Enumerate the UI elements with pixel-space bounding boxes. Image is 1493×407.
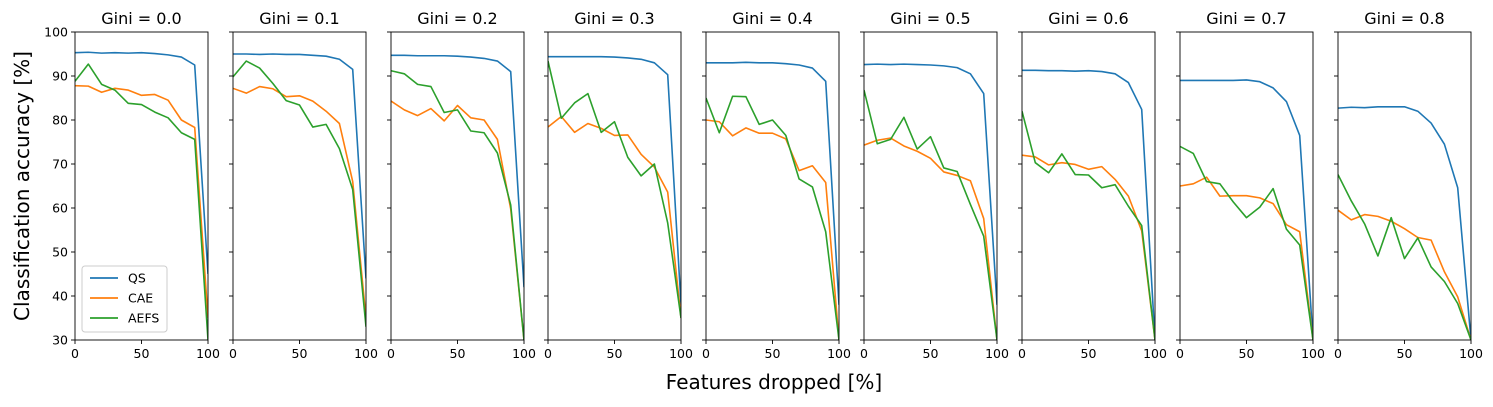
y-tick-label: 80 bbox=[52, 113, 68, 128]
series-line-aefs bbox=[548, 60, 681, 319]
x-axis-label: Features dropped [%] bbox=[666, 370, 882, 394]
x-tick-label: 100 bbox=[1301, 346, 1325, 361]
series-line-cae bbox=[1338, 209, 1471, 340]
x-tick-label: 0 bbox=[71, 346, 79, 361]
x-tick-label: 50 bbox=[765, 346, 781, 361]
series-line-aefs bbox=[391, 69, 524, 340]
subplot-title: Gini = 0.2 bbox=[417, 9, 497, 28]
series-line-aefs bbox=[1338, 174, 1471, 340]
x-tick-label: 100 bbox=[669, 346, 693, 361]
x-tick-label: 0 bbox=[229, 346, 237, 361]
x-tick-label: 50 bbox=[1239, 346, 1255, 361]
x-tick-label: 100 bbox=[196, 346, 220, 361]
series-line-cae bbox=[548, 115, 681, 319]
subplot-title: Gini = 0.4 bbox=[732, 9, 812, 28]
y-tick-label: 90 bbox=[52, 69, 68, 84]
x-tick-label: 100 bbox=[1143, 346, 1167, 361]
x-tick-label: 0 bbox=[544, 346, 552, 361]
subplot-title: Gini = 0.3 bbox=[574, 9, 654, 28]
x-tick-label: 100 bbox=[827, 346, 851, 361]
axes-frame bbox=[547, 31, 682, 341]
series-line-aefs bbox=[1180, 145, 1313, 340]
subplot-title: Gini = 0.8 bbox=[1364, 9, 1444, 28]
x-tick-label: 50 bbox=[1397, 346, 1413, 361]
subplot-title: Gini = 0.6 bbox=[1048, 9, 1128, 28]
x-tick-label: 50 bbox=[923, 346, 939, 361]
series-line-cae bbox=[864, 137, 997, 340]
series-line-qs bbox=[1338, 106, 1471, 340]
subplot-5: Gini = 0.5 0 50 100 bbox=[860, 9, 1009, 361]
series-line-cae bbox=[391, 100, 524, 340]
x-tick-label: 50 bbox=[607, 346, 623, 361]
y-tick-label: 60 bbox=[52, 201, 68, 216]
x-tick-label: 0 bbox=[387, 346, 395, 361]
subplot-7: Gini = 0.7 0 50 100 bbox=[1176, 9, 1325, 361]
y-tick-label: 40 bbox=[52, 289, 68, 304]
x-tick-label: 50 bbox=[1081, 346, 1097, 361]
x-tick-label: 100 bbox=[1459, 346, 1483, 361]
series-line-cae bbox=[1022, 154, 1155, 340]
x-tick-label: 0 bbox=[1334, 346, 1342, 361]
series-line-aefs bbox=[75, 63, 208, 340]
legend-label-aefs: AEFS bbox=[128, 311, 159, 326]
y-tick-label: 30 bbox=[52, 333, 68, 348]
series-line-cae bbox=[75, 84, 208, 319]
series-line-qs bbox=[548, 55, 681, 305]
subplot-1: Gini = 0.1 0 50 100 bbox=[229, 9, 378, 361]
series-line-aefs bbox=[233, 60, 366, 327]
x-tick-label: 100 bbox=[354, 346, 378, 361]
x-tick-label: 0 bbox=[1018, 346, 1026, 361]
series-line-cae bbox=[706, 119, 839, 340]
series-line-qs bbox=[706, 61, 839, 305]
series-line-qs bbox=[864, 63, 997, 305]
subplot-title: Gini = 0.5 bbox=[890, 9, 970, 28]
subplot-8: Gini = 0.8 0 50 100 bbox=[1334, 9, 1483, 361]
x-tick-label: 0 bbox=[702, 346, 710, 361]
subplot-title: Gini = 0.7 bbox=[1206, 9, 1286, 28]
series-line-aefs bbox=[706, 95, 839, 340]
axes-frame bbox=[863, 31, 998, 341]
x-tick-label: 100 bbox=[985, 346, 1009, 361]
x-tick-label: 100 bbox=[512, 346, 536, 361]
series-line-qs bbox=[1022, 69, 1155, 340]
subplot-0: Gini = 0.0 0 50 100 30 40 50 60 70 80 90 100 QS CAE AE… bbox=[44, 9, 220, 361]
axes-frame bbox=[232, 31, 367, 341]
series-line-qs bbox=[233, 53, 366, 279]
x-tick-label: 0 bbox=[860, 346, 868, 361]
subplot-6: Gini = 0.6 0 50 100 bbox=[1018, 9, 1167, 361]
subplot-2: Gini = 0.2 0 50 100 bbox=[387, 9, 536, 361]
y-tick-label: 70 bbox=[52, 157, 68, 172]
subplot-title: Gini = 0.1 bbox=[259, 9, 339, 28]
series-line-qs bbox=[75, 51, 208, 275]
series-line-aefs bbox=[1022, 110, 1155, 340]
x-tick-label: 0 bbox=[1176, 346, 1184, 361]
subplot-4: Gini = 0.4 0 50 100 bbox=[702, 9, 851, 361]
x-tick-label: 50 bbox=[292, 346, 308, 361]
legend-box bbox=[81, 265, 168, 333]
axes-frame bbox=[705, 31, 840, 341]
x-tick-label: 50 bbox=[134, 346, 150, 361]
series-line-qs bbox=[391, 54, 524, 288]
subplot-title: Gini = 0.0 bbox=[101, 9, 181, 28]
legend-label-cae: CAE bbox=[128, 291, 153, 306]
x-tick-label: 50 bbox=[450, 346, 466, 361]
y-tick-label: 100 bbox=[44, 25, 68, 40]
legend: QS CAE AEFS bbox=[81, 265, 168, 333]
y-axis-label: Classification accuracy [%] bbox=[10, 51, 34, 321]
axes-frame bbox=[1021, 31, 1156, 341]
axes-frame bbox=[1179, 31, 1314, 341]
series-line-cae bbox=[233, 85, 366, 319]
y-tick-label: 50 bbox=[52, 245, 68, 260]
subplot-3: Gini = 0.3 0 50 100 bbox=[544, 9, 693, 361]
legend-label-qs: QS bbox=[128, 271, 146, 286]
series-line-cae bbox=[1180, 176, 1313, 340]
series-line-aefs bbox=[864, 89, 997, 340]
series-line-qs bbox=[1180, 79, 1313, 340]
